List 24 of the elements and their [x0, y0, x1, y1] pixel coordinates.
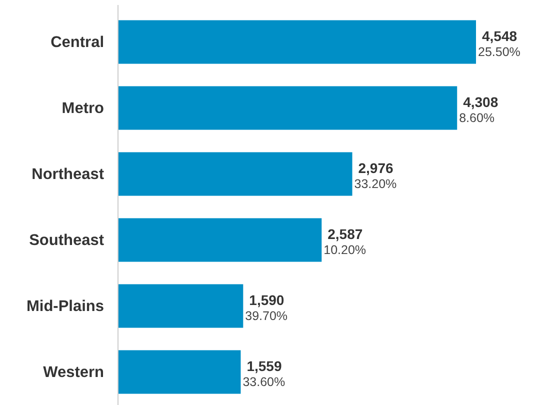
- y-tick-label: Metro: [62, 100, 104, 117]
- annotation: 10.20%: [324, 243, 366, 257]
- y-tick-label: Western: [43, 364, 104, 381]
- bar: [118, 218, 322, 262]
- annotation: 33.60%: [242, 375, 286, 389]
- bar: [118, 350, 241, 394]
- bar: [118, 20, 476, 64]
- data-label: 1,590: [249, 292, 284, 308]
- bar: [118, 86, 458, 130]
- data-label: 4,308: [463, 94, 498, 110]
- annotation: 39.70%: [245, 309, 288, 323]
- y-tick-label: Southeast: [29, 232, 104, 249]
- annotation: 33.20%: [354, 177, 397, 191]
- annotation: 8.60%: [459, 111, 495, 125]
- data-label: 2,587: [328, 226, 363, 242]
- bar: [118, 284, 244, 328]
- bar: [118, 152, 352, 196]
- y-tick-label: Central: [50, 34, 104, 51]
- y-tick-label: Northeast: [32, 166, 104, 183]
- data-label: 4,548: [482, 28, 518, 44]
- y-tick-label: Mid-Plains: [26, 298, 104, 315]
- annotation: 25.50%: [478, 45, 520, 59]
- data-label: 2,976: [358, 160, 394, 176]
- data-label: 1,559: [246, 358, 282, 374]
